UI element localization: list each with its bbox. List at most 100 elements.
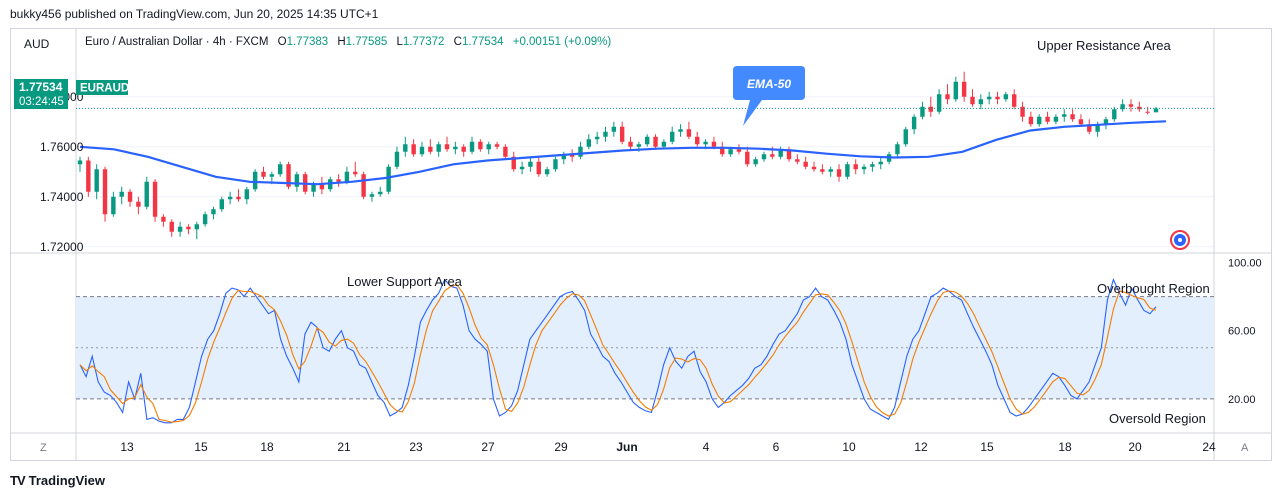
tradingview-logo[interactable]: TV TradingView [10,473,105,488]
stoch-tick-label: 20.00 [1228,394,1256,406]
candle [453,141,458,155]
candle [978,94,984,110]
candle [411,139,416,157]
candle [586,134,592,150]
candle [678,124,683,137]
time-tick-label: Jun [616,440,637,454]
candle [995,91,1000,105]
candle [845,161,850,180]
stoch-d-line [79,284,1157,423]
time-tick-label: 18 [1058,440,1072,454]
time-tick-label: 18 [260,440,274,454]
candle [386,164,391,195]
candle [836,164,842,182]
candle [478,139,483,152]
candle [1145,106,1150,115]
candle [177,221,183,237]
candle [461,144,466,157]
candle [544,166,550,177]
candle [194,221,199,240]
overbought-label: Overbought Region [1097,281,1210,296]
currency-label: AUD [24,37,50,51]
candle [603,126,608,142]
candle [102,166,108,222]
candle [503,144,508,160]
published-bar: bukky456 published on TradingView.com, J… [0,0,1281,28]
candle [870,161,875,172]
candle [761,151,767,162]
candle [1028,111,1034,127]
candle [561,151,566,165]
lower-support-label: Lower Support Area [347,274,463,289]
candle [945,84,950,105]
candle [519,161,525,175]
oversold-label: Oversold Region [1109,411,1206,426]
stoch-axis[interactable]: 100.00 60.00 20.00 [1228,258,1262,406]
candle [227,191,233,205]
candle [394,146,400,170]
candle [686,121,692,140]
candle [236,189,241,202]
currency-button[interactable]: AUD [14,34,54,54]
time-tick-label: 29 [554,440,568,454]
candle [428,139,433,155]
candle [536,156,541,177]
candle [1112,106,1117,122]
candle [578,141,583,160]
candle [169,219,174,237]
candle [1045,111,1050,125]
candle [1070,109,1075,122]
candle [486,141,491,155]
stoch-tick-label: 100.00 [1228,258,1262,270]
legend-low: 1.77372 [403,36,445,48]
time-tick-label: 20 [1128,440,1142,454]
candle [628,136,633,150]
candle [1137,101,1142,112]
replay-icon[interactable] [1170,230,1190,250]
time-tick-label: 15 [980,440,994,454]
stoch-tick-label: 60.00 [1228,326,1256,338]
candle [569,149,575,162]
ema-callout-label: EMA-50 [747,77,791,91]
candle [1003,91,1009,102]
candle [94,164,99,200]
candle [745,146,750,167]
published-text: bukky456 published on TradingView.com, J… [10,7,379,21]
candle [144,176,149,210]
candle [611,121,617,137]
candle [1062,109,1067,122]
candle [1012,89,1017,110]
candle [619,121,625,145]
time-tick-label: 10 [842,440,856,454]
candle [152,179,158,222]
candle [1128,99,1134,112]
candle [778,146,783,160]
legend: Euro / Australian Dollar · 4h · FXCM O1.… [85,36,611,48]
candle [252,169,258,192]
candle [161,214,166,227]
a-button[interactable]: A [1241,442,1249,454]
candle [970,89,975,107]
candle [186,224,191,235]
candle [936,89,942,115]
candle [920,101,925,120]
candle [695,131,700,147]
time-tick-label: 24 [1202,440,1216,454]
time-tick-label: 12 [914,440,928,454]
candle [553,156,558,172]
z-button[interactable]: Z [40,442,47,454]
candle [1037,114,1042,127]
time-axis[interactable]: 13 15 18 21 23 27 29 Jun 4 6 10 12 15 18 20 24 [120,440,1216,454]
time-tick-label: 6 [773,440,780,454]
candle [511,151,516,172]
ema-50-line [79,120,1167,186]
candle [594,131,600,145]
candle [336,174,341,187]
symbol-tag: EURAUD [80,83,129,95]
candle [1103,116,1109,130]
legend-open: 1.77383 [287,36,329,48]
last-price-tag: 1.77534 03:24:45 EURAUD [14,79,129,109]
candle [1078,114,1084,127]
